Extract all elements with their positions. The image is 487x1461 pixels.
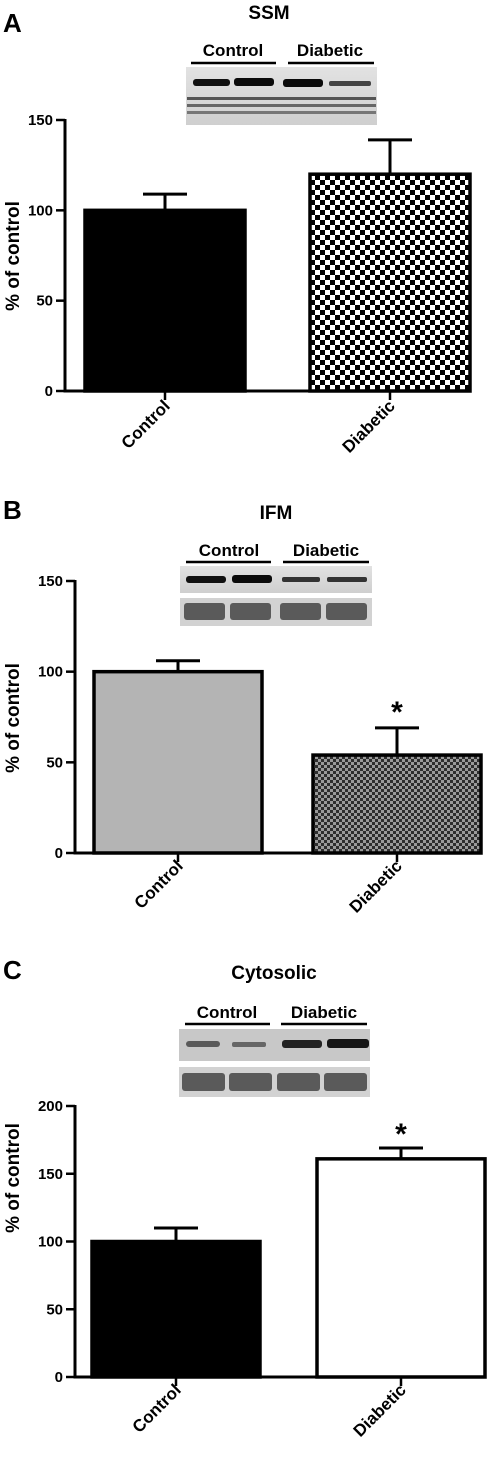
blot-band bbox=[282, 577, 320, 582]
y-tick-label: 200 bbox=[38, 1098, 63, 1115]
x-tick-label: Control bbox=[131, 856, 187, 912]
plot-area: Control Diabetic 0 50 100 150 bbox=[28, 112, 470, 457]
bar-diabetic bbox=[310, 174, 470, 391]
blot-band bbox=[234, 78, 274, 86]
blot-label-control: Control bbox=[199, 541, 259, 560]
bar-diabetic bbox=[313, 755, 481, 853]
blot-label-diabetic: Diabetic bbox=[291, 1003, 357, 1022]
panel-a: A SSM Control Diabetic % of control Cont… bbox=[3, 3, 470, 457]
western-blot: Control Diabetic bbox=[186, 41, 377, 125]
loading-band bbox=[324, 1073, 367, 1091]
loading-band bbox=[277, 1073, 320, 1091]
loading-band bbox=[229, 1073, 272, 1091]
blot-band bbox=[186, 576, 226, 583]
y-tick-label: 50 bbox=[46, 1301, 63, 1318]
blot-image bbox=[186, 67, 377, 125]
bar-control bbox=[85, 210, 245, 391]
blot-band bbox=[282, 1040, 322, 1048]
significance-marker: * bbox=[395, 1118, 407, 1151]
y-tick-label: 0 bbox=[55, 845, 63, 862]
y-tick-label: 50 bbox=[36, 293, 53, 310]
y-tick-label: 100 bbox=[28, 202, 53, 219]
loading-band bbox=[187, 104, 376, 107]
y-tick-label: 100 bbox=[38, 1234, 63, 1251]
blot-band bbox=[329, 81, 371, 86]
y-tick-label: 150 bbox=[38, 1166, 63, 1183]
panel-title: IFM bbox=[260, 503, 293, 524]
blot-band bbox=[232, 1042, 266, 1047]
loading-band bbox=[187, 97, 376, 100]
bar-control bbox=[94, 672, 262, 853]
blot-label-control: Control bbox=[197, 1003, 257, 1022]
panel-b: B IFM Control Diabetic % of control Cont… bbox=[3, 495, 481, 917]
bar-diabetic bbox=[317, 1159, 485, 1377]
panel-letter: B bbox=[3, 495, 22, 525]
blot-band bbox=[193, 79, 230, 86]
loading-band bbox=[182, 1073, 225, 1091]
y-tick-label: 0 bbox=[55, 1369, 63, 1386]
plot-area: Control * Diabetic 0 50 100 150 200 bbox=[38, 1098, 485, 1441]
blot-label-diabetic: Diabetic bbox=[293, 541, 359, 560]
y-tick-label: 100 bbox=[38, 664, 63, 681]
loading-band bbox=[184, 603, 225, 620]
x-tick-label: Control bbox=[118, 396, 174, 452]
blot-band bbox=[327, 1039, 369, 1048]
y-tick-label: 50 bbox=[46, 754, 63, 771]
panel-letter: C bbox=[3, 955, 22, 985]
panel-title: SSM bbox=[248, 3, 289, 24]
blot-label-diabetic: Diabetic bbox=[297, 41, 363, 60]
x-tick-label: Diabetic bbox=[346, 856, 406, 916]
bar-control bbox=[92, 1242, 260, 1378]
blot-band bbox=[186, 1041, 220, 1047]
y-tick-label: 150 bbox=[28, 112, 53, 129]
y-axis-label: % of control bbox=[3, 663, 24, 773]
blot-label-control: Control bbox=[203, 41, 263, 60]
x-tick-label: Diabetic bbox=[339, 396, 399, 456]
x-tick-label: Diabetic bbox=[350, 1380, 410, 1440]
loading-band bbox=[230, 603, 271, 620]
y-tick-label: 150 bbox=[38, 573, 63, 590]
panel-letter: A bbox=[3, 8, 22, 38]
significance-marker: * bbox=[391, 696, 403, 729]
loading-band bbox=[187, 111, 376, 114]
loading-band bbox=[280, 603, 321, 620]
panel-title: Cytosolic bbox=[231, 963, 317, 984]
y-axis-label: % of control bbox=[3, 1123, 24, 1233]
blot-band bbox=[232, 575, 272, 583]
blot-band bbox=[283, 79, 323, 87]
loading-band bbox=[326, 603, 367, 620]
x-tick-label: Control bbox=[129, 1380, 185, 1436]
blot-band bbox=[327, 577, 367, 582]
y-axis-label: % of control bbox=[3, 201, 24, 311]
y-tick-label: 0 bbox=[45, 383, 53, 400]
western-blot: Control Diabetic bbox=[180, 541, 372, 626]
panel-c: C Cytosolic Control Diabetic % of contro… bbox=[3, 955, 485, 1441]
western-blot: Control Diabetic bbox=[179, 1003, 370, 1097]
